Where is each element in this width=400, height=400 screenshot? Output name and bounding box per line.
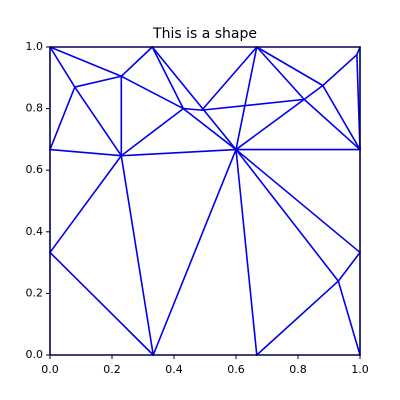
edge xyxy=(151,46,237,151)
edge xyxy=(120,46,154,78)
y-tick-label: 1.0 xyxy=(26,40,44,53)
edge xyxy=(255,280,340,356)
edge xyxy=(235,98,306,151)
edge xyxy=(255,46,306,101)
edge xyxy=(49,46,76,88)
edge xyxy=(337,251,361,282)
edge xyxy=(120,148,237,157)
edge xyxy=(235,148,258,356)
edge xyxy=(49,86,76,151)
edge xyxy=(120,154,155,356)
edge xyxy=(49,148,123,157)
edge xyxy=(201,98,306,111)
edge xyxy=(120,75,185,110)
chart-title: This is a shape xyxy=(152,26,257,42)
edge xyxy=(235,46,258,151)
edge xyxy=(182,107,237,151)
edge xyxy=(49,154,123,254)
edge xyxy=(201,46,258,111)
edge xyxy=(235,148,340,282)
x-tick-label: 0.2 xyxy=(103,363,121,376)
edge xyxy=(321,53,358,87)
x-tick-label: 0.0 xyxy=(41,363,59,376)
axes-frame xyxy=(49,46,361,356)
x-tick-label: 0.8 xyxy=(289,363,307,376)
x-tick-label: 0.4 xyxy=(165,363,183,376)
x-tick-label: 0.6 xyxy=(227,363,245,376)
edge xyxy=(152,148,237,356)
y-tick-label: 0.2 xyxy=(26,286,44,299)
edge xyxy=(74,86,123,157)
edge xyxy=(120,107,185,157)
edge xyxy=(337,280,361,356)
edge xyxy=(182,107,203,111)
edge xyxy=(303,98,361,151)
edge xyxy=(255,46,324,87)
edge xyxy=(74,75,123,88)
y-tick-label: 0.4 xyxy=(26,225,44,238)
edge xyxy=(151,46,185,110)
edge xyxy=(303,84,324,101)
edge xyxy=(321,84,361,151)
y-tick-label: 0.6 xyxy=(26,163,44,176)
y-tick-label: 0.8 xyxy=(26,102,44,115)
edge xyxy=(235,148,361,254)
x-tick-label: 1.0 xyxy=(351,363,369,376)
y-tick-label: 0.0 xyxy=(26,348,44,361)
edge xyxy=(49,46,123,78)
edge xyxy=(49,251,155,356)
